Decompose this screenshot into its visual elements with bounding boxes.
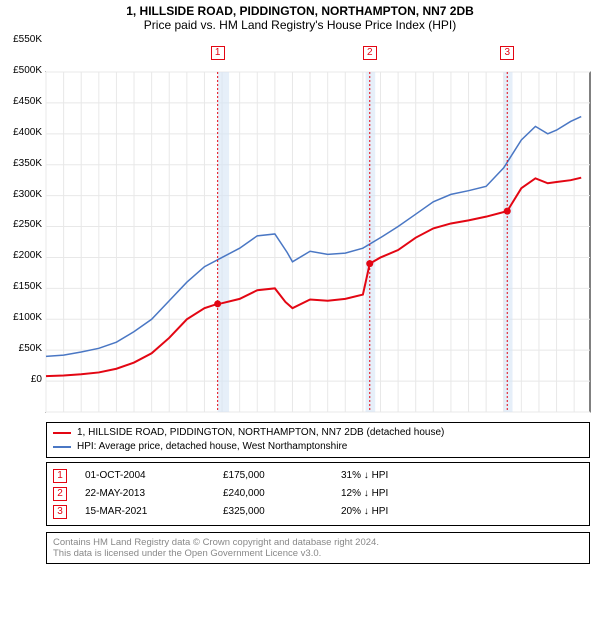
sales-row-delta: 31% ↓ HPI [341,467,388,485]
sales-row-price: £175,000 [223,467,323,485]
legend-item: HPI: Average price, detached house, West… [53,440,583,454]
sales-table: 1 01-OCT-2004 £175,000 31% ↓ HPI 2 22-MAY-201… [46,462,590,526]
sales-row: 2 22-MAY-2013 £240,000 12% ↓ HPI [53,485,583,503]
attribution-line1: Contains HM Land Registry data © Crown c… [53,537,583,548]
legend-label: HPI: Average price, detached house, West… [77,440,347,454]
sales-row-marker: 3 [53,505,67,519]
sale-marker-3: 3 [500,46,514,60]
sales-row-delta: 20% ↓ HPI [341,503,388,521]
legend-item: 1, HILLSIDE ROAD, PIDDINGTON, NORTHAMPTO… [53,426,583,440]
legend: 1, HILLSIDE ROAD, PIDDINGTON, NORTHAMPTO… [46,422,590,458]
attribution: Contains HM Land Registry data © Crown c… [46,532,590,564]
legend-swatch [53,432,71,434]
chart-title-line1: 1, HILLSIDE ROAD, PIDDINGTON, NORTHAMPTO… [0,0,600,18]
sale-marker-1: 1 [211,46,225,60]
sales-row-price: £325,000 [223,503,323,521]
sales-row-price: £240,000 [223,485,323,503]
sales-row-delta: 12% ↓ HPI [341,485,388,503]
sales-row-marker: 2 [53,487,67,501]
legend-label: 1, HILLSIDE ROAD, PIDDINGTON, NORTHAMPTO… [77,426,444,440]
attribution-line2: This data is licensed under the Open Gov… [53,548,583,559]
sales-row: 3 15-MAR-2021 £325,000 20% ↓ HPI [53,503,583,521]
chart-title-line2: Price paid vs. HM Land Registry's House … [0,18,600,32]
sale-marker-2: 2 [363,46,377,60]
sales-row-marker: 1 [53,469,67,483]
sales-row-date: 01-OCT-2004 [85,467,205,485]
sales-row-date: 22-MAY-2013 [85,485,205,503]
legend-swatch [53,446,71,448]
sales-row-date: 15-MAR-2021 [85,503,205,521]
sales-row: 1 01-OCT-2004 £175,000 31% ↓ HPI [53,467,583,485]
